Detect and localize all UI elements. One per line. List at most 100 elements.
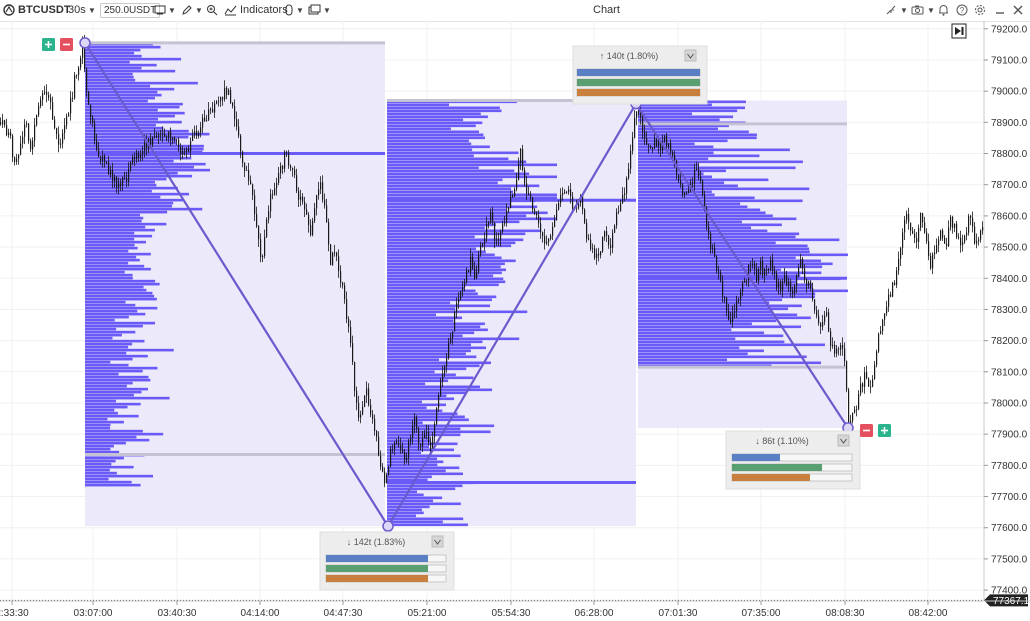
volume-profile-bar: [387, 355, 477, 359]
volume-profile-bar: [85, 90, 158, 94]
candle-body: [892, 282, 894, 297]
settings-icon[interactable]: [974, 3, 986, 18]
volume-profile-bar: [85, 174, 193, 178]
minimize-icon[interactable]: [994, 3, 1006, 18]
volume-profile-bar: [387, 142, 472, 146]
volume-profile-bar: [638, 127, 719, 131]
chevron-down-icon[interactable]: [837, 434, 850, 447]
volume-profile-bar: [85, 363, 129, 367]
chevron-down-icon[interactable]: [684, 49, 697, 62]
zigzag-point-handle[interactable]: [382, 520, 394, 532]
logo-icon[interactable]: [3, 3, 15, 18]
candle-body: [346, 299, 348, 319]
volume-profile-bar: [387, 499, 433, 503]
candle-body: [88, 91, 90, 105]
chevron-down-icon[interactable]: ▼: [296, 6, 304, 15]
volume-profile-bar: [85, 249, 129, 253]
candle-body: [298, 190, 300, 200]
symbol-selector[interactable]: BTCUSDT: [18, 4, 71, 16]
volume-profile-bar: [85, 324, 143, 328]
chevron-down-icon[interactable]: ▼: [168, 6, 176, 15]
volume-profile-bar: [638, 145, 714, 149]
volume-profile-bar: [387, 244, 512, 248]
volume-profile-bar: [85, 201, 174, 205]
volume-profile-bar: [85, 210, 168, 214]
candle-body: [912, 230, 914, 234]
zigzag-lines[interactable]: [79, 37, 854, 532]
volume-profile-bar: [387, 253, 495, 257]
volume-profile-bar: [85, 384, 127, 388]
candle-body: [576, 207, 578, 209]
candle-body: [816, 310, 818, 316]
candle-body: [100, 156, 102, 161]
candle-body: [204, 117, 206, 122]
close-icon[interactable]: [1012, 3, 1024, 18]
candle-body: [342, 282, 344, 286]
candle-body: [886, 306, 888, 314]
price-axis[interactable]: 77400.0 77500.0 77600.0 77700.0 77800.0 77900…: [0, 21, 1030, 607]
remove-point-button[interactable]: [860, 424, 873, 437]
chevron-down-icon[interactable]: ▼: [88, 6, 96, 15]
candle-body: [474, 268, 476, 279]
volume-profile-bar: [387, 349, 471, 353]
volume-profile-bar: [387, 265, 501, 269]
chart-type-icon[interactable]: [154, 3, 166, 18]
candle-body: [460, 291, 462, 299]
candle-body: [572, 196, 574, 209]
volume-profile-bar: [638, 355, 807, 359]
volume-profile-bar: [85, 288, 147, 292]
candle-body: [162, 133, 164, 136]
candle-body: [814, 299, 816, 311]
pencil-icon[interactable]: [181, 3, 193, 18]
interval-selector[interactable]: 30s: [68, 4, 86, 16]
indicators-icon[interactable]: [224, 3, 237, 18]
template-icon[interactable]: [284, 3, 294, 18]
candle-body: [834, 344, 836, 354]
candle-body: [678, 174, 680, 181]
volume-profile-bar: [638, 103, 712, 107]
candle-body: [804, 268, 806, 280]
add-point-button[interactable]: [42, 38, 55, 51]
volume-profile-bar: [85, 309, 138, 313]
chevron-down-icon[interactable]: ▼: [900, 6, 908, 15]
volume-profile-bar: [85, 105, 180, 109]
volume-profile-bar: [638, 334, 784, 338]
camera-icon[interactable]: [911, 3, 924, 18]
bell-icon[interactable]: [938, 3, 949, 18]
lot-size-input[interactable]: 250.0USDT: [100, 3, 161, 18]
candle-body: [876, 351, 878, 365]
add-point-button[interactable]: [878, 424, 891, 437]
replay-icon[interactable]: [951, 23, 967, 39]
candle-body: [794, 285, 796, 294]
candle-body: [722, 280, 724, 297]
candle-body: [316, 195, 318, 209]
candle-body: [276, 182, 278, 189]
chevron-down-icon[interactable]: [431, 535, 444, 548]
time-axis[interactable]: 2:33:30 03:07:00 03:40:30 04:14:00 04:47:30 0…: [0, 600, 1030, 619]
chevron-down-icon[interactable]: ▼: [195, 6, 203, 15]
indicators-button[interactable]: Indicators: [240, 4, 288, 16]
candle-body: [736, 300, 738, 312]
remove-point-button[interactable]: [60, 38, 73, 51]
candle-body: [80, 58, 82, 68]
candle-body: [568, 189, 570, 193]
price-chart[interactable]: ↓ 142t (1.83%) ↑ 140t (1.80%) ↓ 86t (1.10%…: [0, 21, 1030, 621]
help-icon[interactable]: ?: [956, 3, 968, 18]
chevron-down-icon[interactable]: ▼: [927, 6, 935, 15]
candle-body: [526, 183, 528, 194]
candle-body: [182, 151, 184, 155]
candle-body: [228, 89, 230, 95]
layout-icon[interactable]: [308, 3, 321, 18]
volume-profile-bar: [85, 192, 190, 196]
volume-profile-bar: [85, 177, 167, 181]
candle-body: [84, 41, 86, 69]
zigzag-controls[interactable]: [42, 38, 891, 437]
price-tick-label: 79000.0: [991, 87, 1028, 98]
volume-profile-bar: [85, 405, 128, 409]
zigzag-point-handle[interactable]: [79, 37, 91, 49]
volume-profile-bar: [638, 211, 766, 215]
collapse-icon[interactable]: [885, 3, 897, 18]
chevron-down-icon[interactable]: ▼: [323, 6, 331, 15]
volume-profile-bar: [85, 408, 115, 412]
zoom-icon[interactable]: [206, 3, 218, 18]
